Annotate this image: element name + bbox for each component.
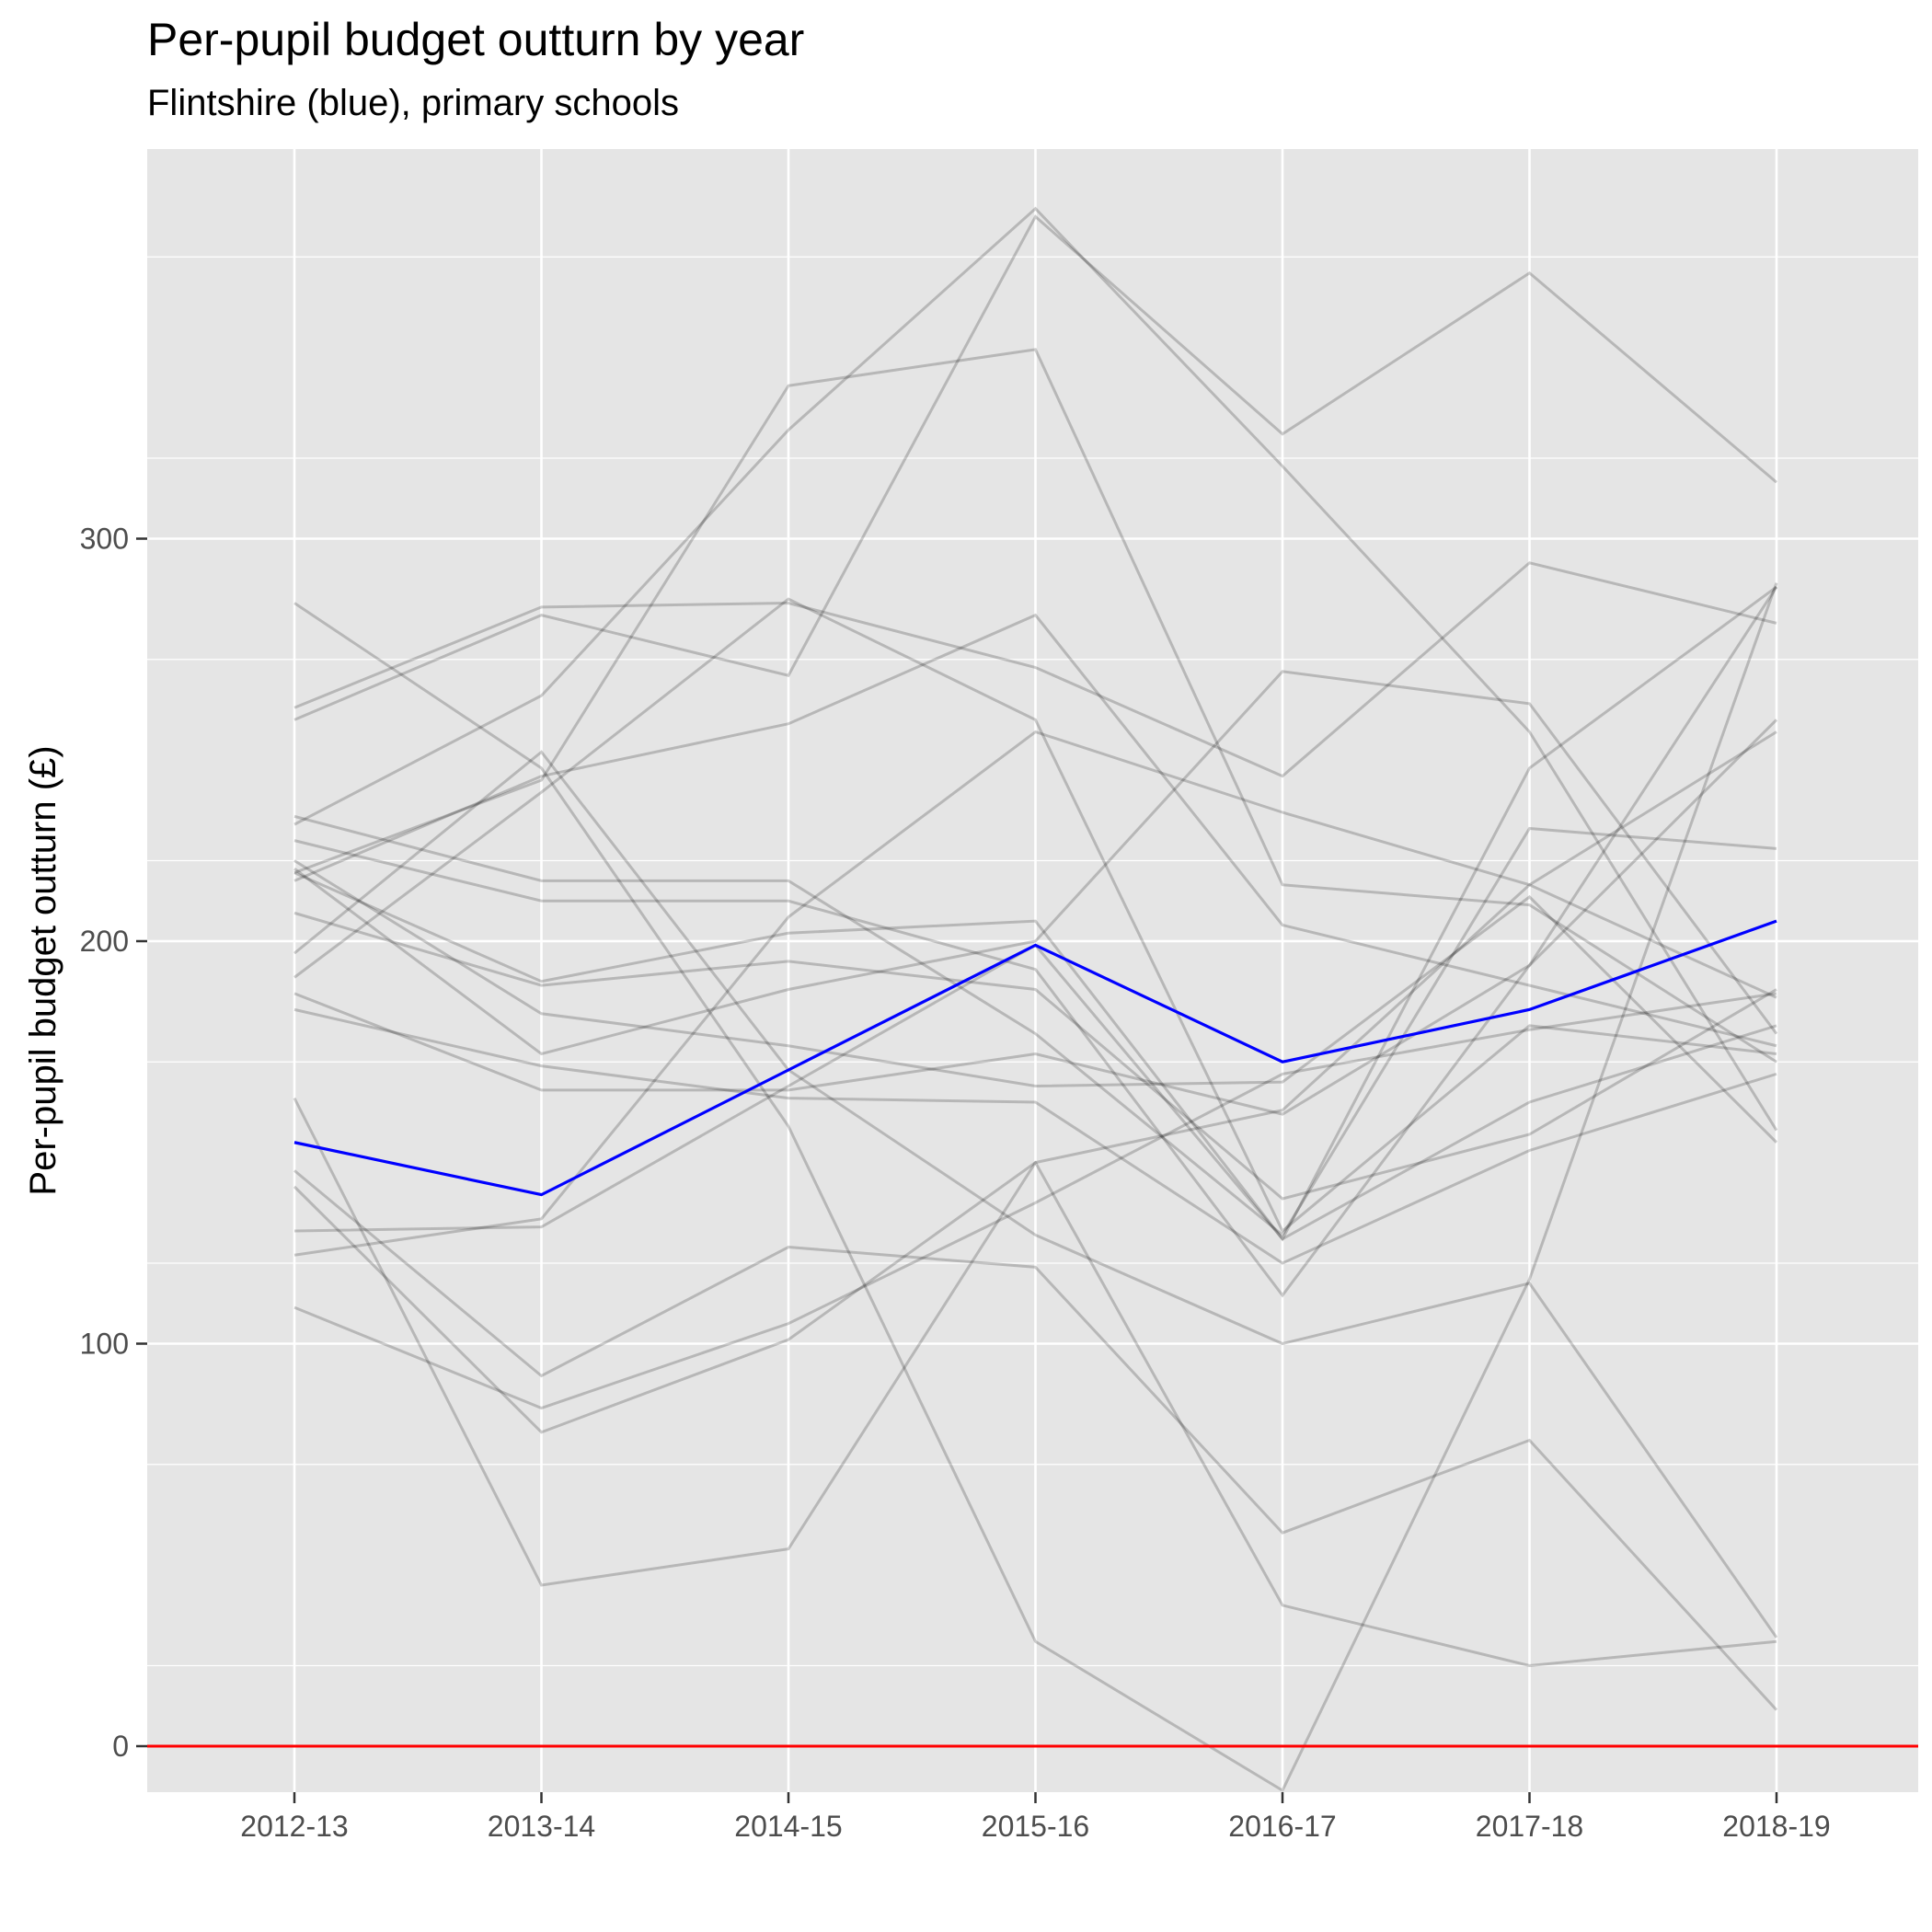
series-line bbox=[293, 597, 1777, 1234]
flintshire-series-line bbox=[293, 919, 1777, 1197]
series-line bbox=[293, 882, 1777, 1587]
series-line bbox=[293, 561, 1777, 778]
series-line bbox=[293, 1007, 1777, 1265]
x-tick-label: 2018-19 bbox=[1722, 1810, 1830, 1843]
series-lines bbox=[293, 206, 1778, 1793]
chart-title: Per-pupil budget outturn by year bbox=[147, 14, 805, 65]
x-tick-label: 2016-17 bbox=[1228, 1810, 1336, 1843]
series-line bbox=[293, 206, 1778, 1132]
y-tick-label: 0 bbox=[112, 1730, 129, 1763]
grid-lines bbox=[147, 149, 1918, 1868]
x-tick-label: 2015-16 bbox=[982, 1810, 1089, 1843]
x-tick-label: 2013-14 bbox=[488, 1810, 595, 1843]
y-axis-label: Per-pupil budget outturn (£) bbox=[23, 745, 63, 1195]
series-line bbox=[293, 750, 1778, 1639]
series-line bbox=[293, 992, 1777, 1410]
x-axis-ticks: 2012-13 2013-14 2014-15 2015-16 2016-17 2017-… bbox=[240, 1792, 1831, 1843]
y-tick-label: 200 bbox=[80, 925, 129, 958]
y-axis-ticks: 0 100 200 300 bbox=[80, 523, 147, 1763]
series-line bbox=[293, 214, 1777, 721]
x-tick-label: 2012-13 bbox=[240, 1810, 348, 1843]
y-tick-label: 300 bbox=[80, 523, 129, 556]
series-line bbox=[293, 859, 1778, 1144]
plot-background bbox=[147, 149, 1918, 1792]
chart-subtitle: Flintshire (blue), primary schools bbox=[147, 83, 679, 123]
series-line bbox=[293, 348, 1777, 1064]
series-line bbox=[293, 730, 1777, 1257]
series-line bbox=[293, 1169, 1778, 1711]
series-line bbox=[293, 586, 1778, 1298]
y-tick-label: 100 bbox=[80, 1328, 129, 1361]
series-line bbox=[293, 719, 1778, 1116]
series-line bbox=[293, 670, 1778, 1056]
series-line bbox=[293, 582, 1778, 1793]
series-line bbox=[293, 911, 1777, 1201]
series-line bbox=[293, 613, 1777, 1048]
series-line bbox=[293, 814, 1777, 1237]
x-tick-label: 2017-18 bbox=[1476, 1810, 1583, 1843]
series-line bbox=[293, 585, 1777, 1242]
series-line bbox=[293, 1160, 1777, 1668]
x-tick-label: 2014-15 bbox=[734, 1810, 842, 1843]
